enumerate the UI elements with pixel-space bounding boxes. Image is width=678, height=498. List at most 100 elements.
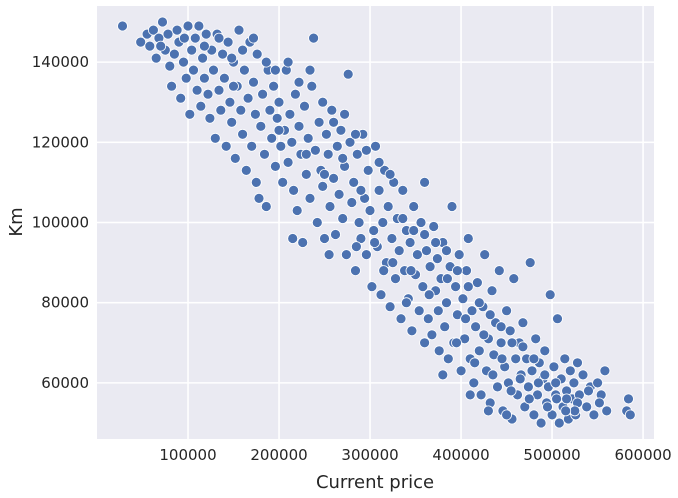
scatter-point — [180, 72, 192, 84]
x-tick-label: 500000 — [523, 446, 580, 464]
scatter-point — [246, 140, 258, 152]
scatter-point — [268, 80, 280, 92]
scatter-point — [255, 120, 267, 132]
scatter-point — [375, 289, 387, 301]
scatter-point — [384, 301, 396, 313]
scatter-point — [486, 285, 498, 297]
scatter-point — [304, 64, 316, 76]
scatter-point — [193, 20, 205, 32]
scatter-point — [322, 148, 334, 160]
scatter-point — [237, 44, 249, 56]
scatter-point — [259, 148, 270, 160]
scatter-point — [299, 100, 310, 112]
scatter-point — [395, 313, 407, 325]
scatter-point — [271, 112, 283, 124]
scatter-point — [441, 245, 452, 257]
y-tick-labels: 60000 80000 100000 120000 140000 — [32, 53, 89, 392]
scatter-point — [184, 108, 196, 120]
scatter-point — [581, 401, 593, 413]
scatter-point — [166, 80, 178, 92]
scatter-point — [353, 217, 365, 228]
scatter-point — [348, 176, 360, 188]
scatter-point — [393, 245, 405, 257]
scatter-point — [592, 377, 603, 389]
scatter-point — [594, 397, 605, 409]
scatter-point — [257, 88, 269, 100]
scatter-point — [560, 405, 572, 417]
scatter-point — [218, 72, 230, 84]
x-tick-label: 100000 — [159, 446, 216, 464]
scatter-point — [362, 164, 374, 176]
scatter-point — [439, 321, 451, 333]
scatter-point — [213, 84, 225, 96]
scatter-point — [293, 120, 305, 132]
scatter-point — [523, 393, 535, 405]
scatter-point — [572, 357, 583, 369]
scatter-point — [377, 217, 389, 228]
scatter-point — [248, 32, 259, 44]
scatter-point — [430, 237, 442, 248]
scatter-point — [431, 253, 443, 265]
scatter-point — [198, 72, 210, 84]
scatter-point — [599, 365, 611, 377]
scatter-point — [195, 100, 207, 112]
scatter-point — [204, 112, 216, 124]
scatter-point — [304, 192, 316, 204]
scatter-point — [539, 369, 551, 381]
scatter-point — [417, 281, 429, 293]
scatter-point — [386, 233, 398, 244]
scatter-point — [366, 281, 378, 293]
scatter-point — [378, 265, 390, 277]
scatter-point — [461, 265, 472, 277]
scatter-point — [328, 116, 340, 128]
scatter-point — [297, 237, 309, 248]
scatter-point — [569, 405, 581, 417]
scatter-point — [471, 277, 483, 289]
scatter-point — [135, 36, 147, 48]
scatter-point — [226, 52, 238, 64]
scatter-point — [291, 205, 303, 216]
scatter-point — [528, 353, 540, 365]
scatter-point — [319, 168, 330, 180]
scatter-point — [186, 44, 198, 56]
scatter-point — [526, 365, 538, 377]
scatter-point — [546, 409, 558, 421]
scatter-point — [287, 233, 299, 244]
scatter-point — [528, 409, 540, 421]
scatter-point — [501, 409, 513, 421]
scatter-point — [242, 92, 254, 104]
scatter-point — [330, 229, 341, 240]
scatter-point — [351, 148, 363, 160]
scatter-point — [171, 24, 183, 36]
scatter-point — [373, 156, 385, 168]
scatter-point — [455, 365, 467, 377]
scatter-point — [266, 132, 278, 144]
scatter-point — [323, 249, 335, 261]
scatter-point — [422, 313, 434, 325]
scatter-point — [559, 353, 571, 365]
scatter-point — [355, 233, 367, 244]
scatter-point — [508, 273, 520, 285]
scatter-point — [624, 409, 636, 421]
x-tick-label: 600000 — [614, 446, 671, 464]
scatter-point — [369, 237, 381, 248]
scatter-point — [432, 305, 444, 317]
scatter-point — [197, 52, 209, 64]
scatter-point — [552, 313, 563, 325]
scatter-point — [155, 40, 167, 52]
scatter-point — [382, 201, 394, 212]
scatter-point — [479, 249, 491, 261]
scatter-point — [273, 96, 285, 108]
scatter-point — [233, 24, 245, 36]
scatter-point — [475, 389, 487, 401]
scatter-point — [251, 48, 263, 60]
scatter-point — [342, 68, 354, 80]
scatter-point — [339, 108, 351, 120]
scatter-point — [496, 353, 508, 365]
scatter-point — [284, 108, 296, 120]
scatter-point — [350, 128, 361, 140]
x-axis-label: Current price — [316, 472, 434, 493]
scatter-point — [510, 353, 522, 365]
scatter-point — [468, 377, 480, 389]
scatter-point — [564, 365, 576, 377]
